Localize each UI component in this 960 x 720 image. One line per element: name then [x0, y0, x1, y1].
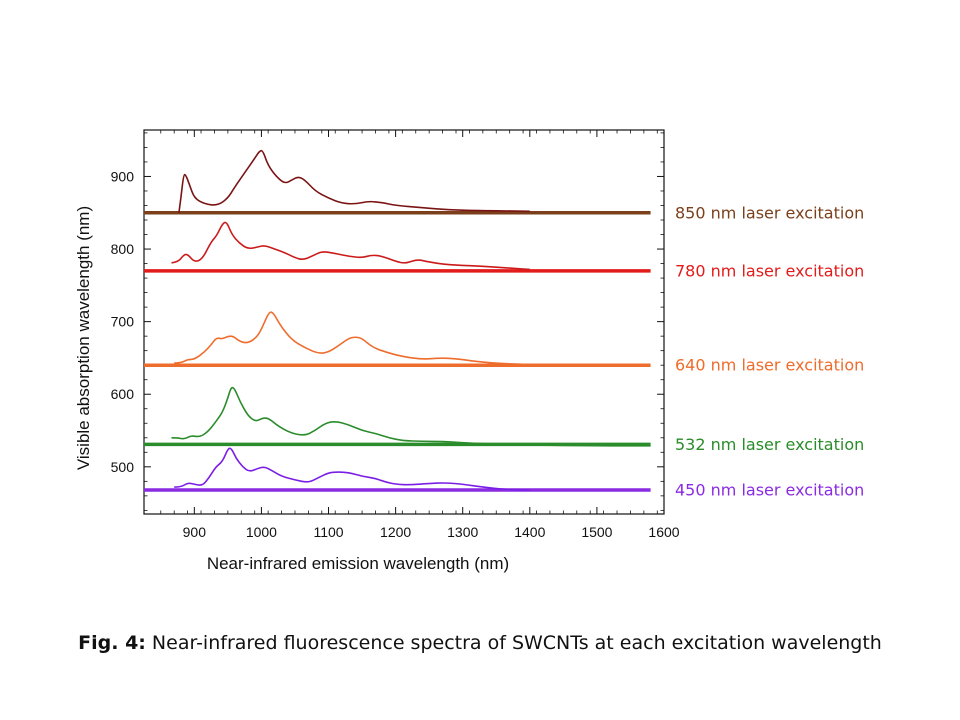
spectrum-line [171, 221, 530, 271]
series-label: 640 nm laser excitation [675, 356, 864, 375]
plot-frame [143, 129, 665, 515]
series-labels: 850 nm laser excitation 780 nm laser exci… [675, 203, 864, 499]
spectrum-line [174, 447, 530, 491]
y-tick-label: 500 [111, 459, 135, 475]
x-tick-label: 900 [183, 524, 207, 540]
caption-text: Near-infrared fluorescence spectra of SW… [145, 632, 882, 654]
figure-caption: Fig. 4: Near-infrared fluorescence spect… [0, 632, 960, 654]
caption-label: Fig. 4: [78, 632, 146, 654]
x-axis-title: Near-infrared emission wavelength (nm) [207, 554, 509, 573]
x-tick-label: 1400 [514, 524, 545, 540]
x-tick-label: 1000 [246, 524, 277, 540]
spectrum-line [171, 386, 651, 447]
x-tick-label: 1600 [648, 524, 679, 540]
tick-labels: 900 1000 1100 1200 1300 1400 1500 1600 500 600 700… [111, 168, 680, 540]
x-tick-label: 1100 [313, 524, 343, 540]
y-tick-label: 600 [111, 386, 135, 402]
series-label: 780 nm laser excitation [675, 261, 864, 280]
y-axis-title: Visible absorption wavelength (nm) [74, 206, 93, 470]
y-tick-label: 800 [111, 241, 135, 257]
series-layer [144, 149, 651, 492]
series-label: 532 nm laser excitation [675, 435, 864, 454]
spectrum-line [174, 311, 530, 366]
x-tick-label: 1200 [380, 524, 411, 540]
x-tick-label: 1500 [581, 524, 612, 540]
axis-ticks [144, 130, 665, 514]
x-tick-label: 1300 [447, 524, 478, 540]
y-tick-label: 700 [111, 314, 135, 330]
series-label: 450 nm laser excitation [675, 481, 864, 500]
y-tick-label: 900 [111, 168, 135, 184]
spectrum-line [178, 149, 530, 213]
series-label: 850 nm laser excitation [675, 203, 864, 222]
